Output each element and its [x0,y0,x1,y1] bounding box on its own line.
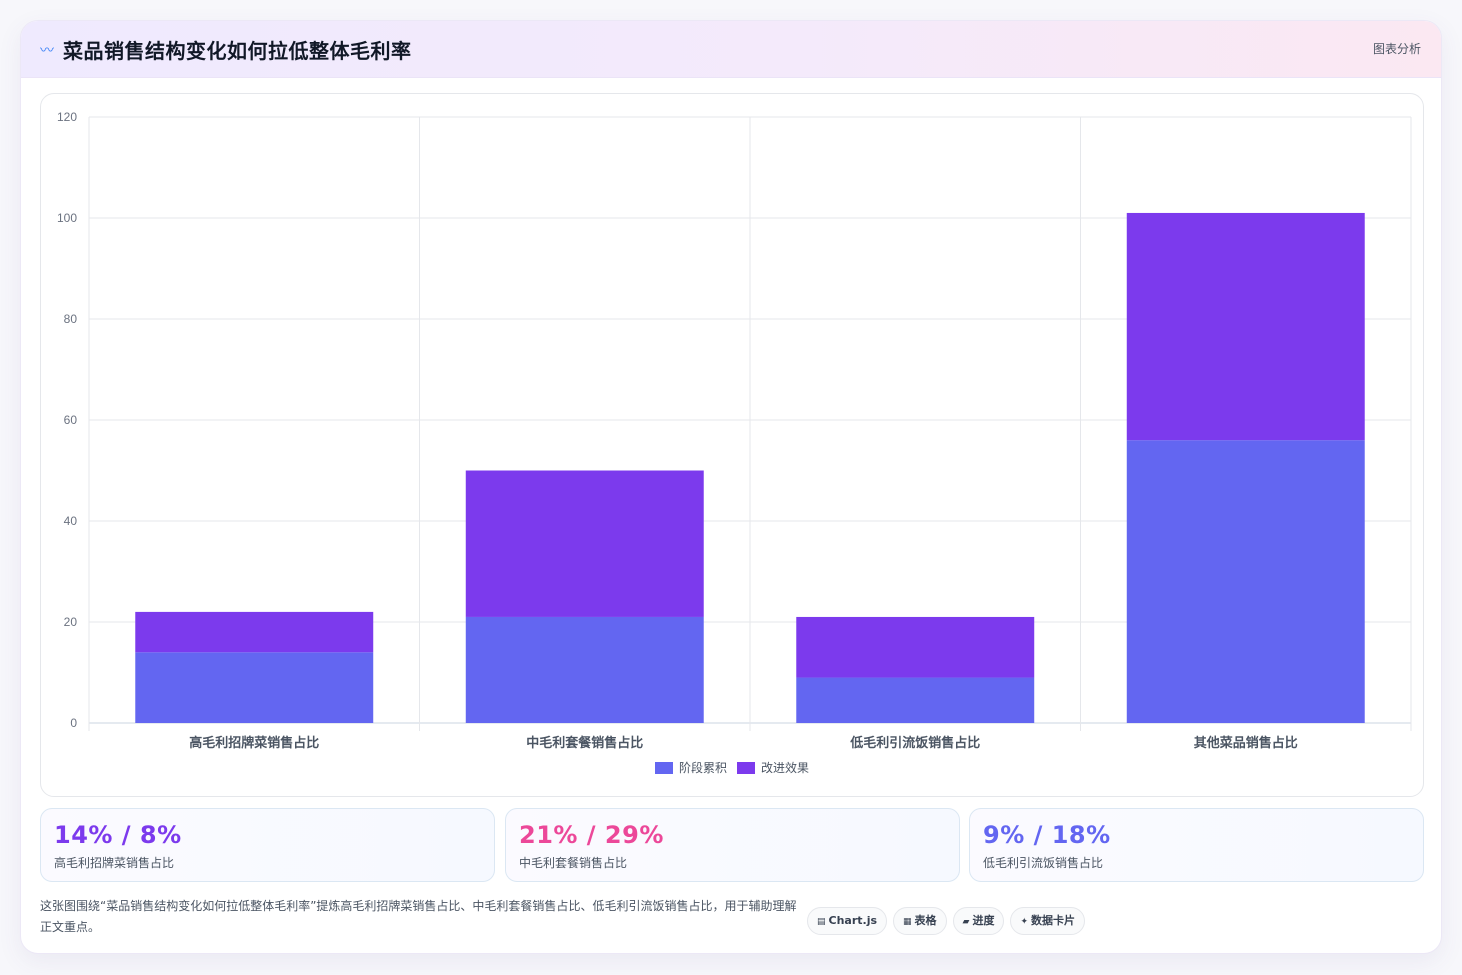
chart-container: 0 20 40 60 80 100 120 高毛利招牌菜销售占比 中毛利套餐销售占比 低毛利引流饭… [40,93,1424,797]
y-tick-label: 0 [70,716,77,730]
card-header: 〰 菜品销售结构变化如何拉低整体毛利率 图表分析 [21,21,1441,78]
chart-icon: ▤ [817,917,826,927]
stat-value: 14% / 8% [54,821,182,849]
stat-label: 高毛利招牌菜销售占比 [54,856,175,870]
y-tick-label: 20 [64,615,78,629]
tag-label: Chart.js [828,914,878,927]
stat-label: 低毛利引流饭销售占比 [983,856,1104,870]
tag-label: 进度 [972,914,995,927]
y-tick-label: 120 [57,110,77,124]
stat-card-high-margin: 14% / 8% 高毛利招牌菜销售占比 [40,808,495,882]
table-icon: ▦ [903,917,912,927]
tag-chartjs[interactable]: ▤ Chart.js [807,907,888,935]
chart-analysis-link[interactable]: 图表分析 [1372,42,1421,56]
x-tick-label: 其他菜品销售占比 [1194,735,1298,751]
legend-label: 阶段累积 [679,760,727,775]
bar-base [1126,440,1365,723]
y-tick-label: 60 [64,413,78,427]
stat-value: 9% / 18% [983,821,1111,849]
legend-swatch [737,762,755,774]
tag-progress[interactable]: ▰ 进度 [952,907,1005,935]
stat-card-low-margin: 9% / 18% 低毛利引流饭销售占比 [969,808,1424,882]
bar-chart: 0 20 40 60 80 100 120 高毛利招牌菜销售占比 中毛利套餐销售占比 低毛利引流饭… [57,110,1412,775]
stat-value: 21% / 29% [519,821,664,849]
page-title: 菜品销售结构变化如何拉低整体毛利率 [63,39,412,63]
y-tick-label: 100 [57,211,77,225]
x-tick-label: 高毛利招牌菜销售占比 [189,735,319,751]
bar-improve [465,470,704,617]
legend-swatch [655,762,673,774]
legend-label: 改进效果 [761,760,809,775]
x-tick-label: 低毛利引流饭销售占比 [849,735,980,751]
stat-card-mid-margin: 21% / 29% 中毛利套餐销售占比 [505,808,960,882]
bar-base [796,677,1035,723]
stat-label: 中毛利套餐销售占比 [519,856,628,870]
bar-improve [1126,212,1365,441]
tag-data-card[interactable]: ✦ 数据卡片 [1010,907,1086,935]
x-tick-label: 中毛利套餐销售占比 [526,735,643,751]
bar-improve [796,616,1035,678]
tag-table[interactable]: ▦ 表格 [893,907,947,935]
chart-card: 〰 菜品销售结构变化如何拉低整体毛利率 图表分析 0 20 40 60 80 100 120… [20,20,1442,954]
chart-description: 这张图围绕“菜品销售结构变化如何拉低整体毛利率”提炼高毛利招牌菜销售占比、中毛利… [40,899,797,934]
bar-improve [135,611,374,653]
y-tick-label: 40 [64,514,78,528]
bar-base [135,652,374,723]
sparkle-icon: ✦ [1020,917,1029,927]
tag-label: 表格 [914,914,937,927]
y-tick-label: 80 [64,312,78,326]
progress-icon: ▰ [962,917,970,927]
feature-tags: ▤ Chart.js ▦ 表格 ▰ 进度 ✦ 数据卡片 [807,907,1091,935]
tag-label: 数据卡片 [1031,914,1076,927]
trend-icon: 〰 [40,43,54,59]
bar-base [465,616,704,723]
stat-cards: 14% / 8% 高毛利招牌菜销售占比 21% / 29% 中毛利套餐销售占比 … [40,808,1424,882]
